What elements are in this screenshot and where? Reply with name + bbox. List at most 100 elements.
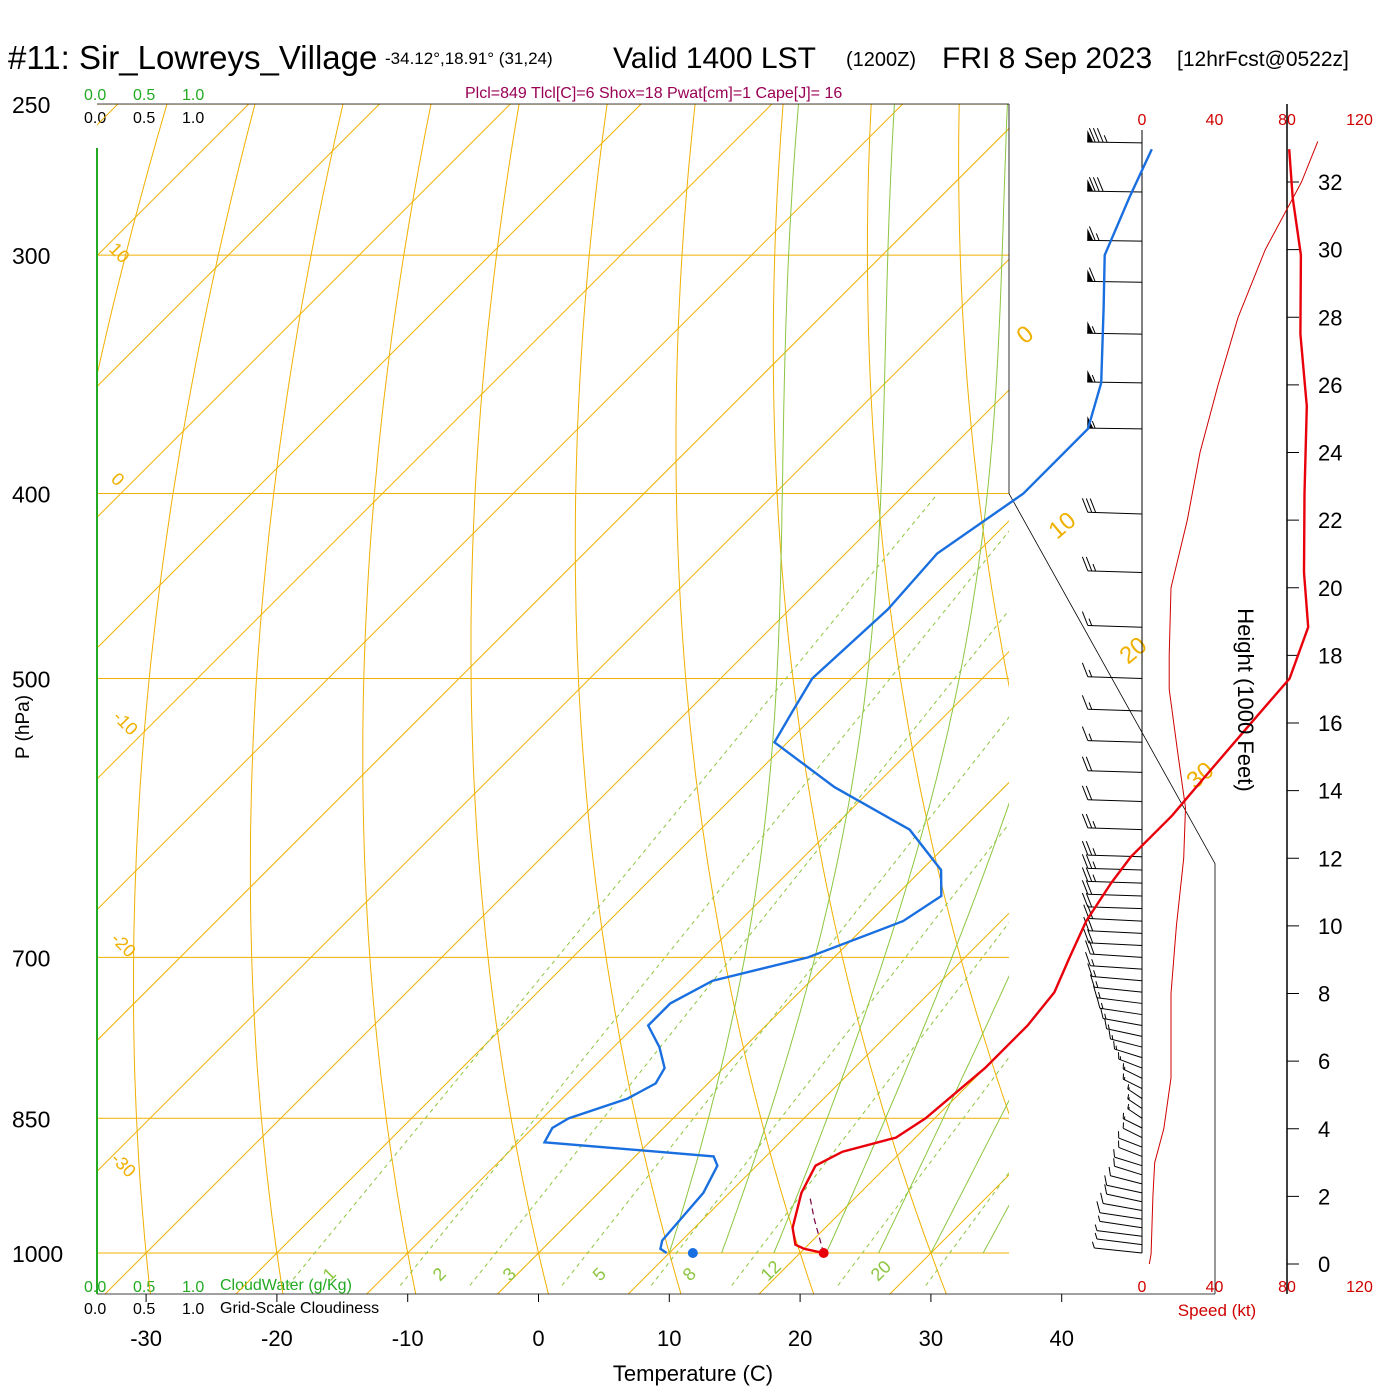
wind-barb-flag — [1083, 916, 1090, 931]
wind-barb-flag — [1081, 726, 1089, 741]
cloud-tick-green-bottom-1: 0.5 — [133, 1279, 155, 1296]
wind-barb-flag — [1096, 128, 1104, 143]
x-tick-label: -30 — [130, 1326, 162, 1351]
isotherm-label: -10 — [109, 707, 142, 740]
wind-barb — [1113, 1041, 1143, 1059]
wind-barb — [1081, 785, 1143, 803]
height-tick-label: 18 — [1318, 643, 1342, 668]
x-tick-label: 20 — [788, 1326, 812, 1351]
wind-barb — [1092, 985, 1143, 1004]
wind-barb-flag — [1092, 177, 1100, 192]
wind-barb — [1108, 1166, 1143, 1185]
valid-date: FRI 8 Sep 2023 — [942, 42, 1152, 75]
speed-tick-bottom: 80 — [1278, 1279, 1296, 1296]
wind-barb-flag — [1127, 1084, 1130, 1090]
wind-barb — [1087, 177, 1143, 193]
mixing-ratio-line — [469, 609, 1009, 1286]
y-tick-label: 400 — [12, 482, 50, 508]
wind-barb-staff — [1087, 280, 1143, 283]
wind-barb-half — [1094, 1224, 1098, 1231]
moist-adiabat — [1036, 70, 1400, 1253]
wind-barb-staff — [1127, 1108, 1143, 1119]
wind-barb — [1113, 1149, 1143, 1167]
wind-barb-staff — [1087, 799, 1143, 803]
wind-barb — [1087, 226, 1143, 242]
wind-barb-staff — [1092, 976, 1143, 982]
isotherm-line — [97, 104, 512, 519]
wind-barb-flag — [1085, 498, 1093, 513]
isotherm-label: 0 — [107, 469, 128, 490]
wind-barb — [1122, 1122, 1143, 1139]
x-tick-label: -20 — [261, 1326, 293, 1351]
dry-adiabat — [1134, 70, 1400, 1332]
wind-barb-half — [1104, 1013, 1107, 1020]
y-tick-label: 250 — [12, 92, 50, 118]
dry-adiabat — [772, 104, 947, 1294]
wind-barb-staff — [1087, 854, 1143, 858]
wind-barb-staff — [1090, 965, 1143, 970]
height-tick-label: 4 — [1318, 1117, 1330, 1142]
wind-barb — [1081, 854, 1143, 871]
cloud-tick-green-bottom-2: 1.0 — [182, 1279, 204, 1296]
wind-barb-half — [1092, 820, 1097, 829]
wind-barb-staff — [1096, 1230, 1143, 1237]
wind-barb-staff — [1106, 1184, 1143, 1194]
wind-barb-staff — [1099, 1212, 1143, 1220]
speed-tick-bottom: 0 — [1138, 1279, 1147, 1296]
wind-barb-half — [1098, 991, 1101, 999]
wind-barb-flag — [1113, 1041, 1115, 1050]
wind-barb — [1100, 1192, 1143, 1211]
wind-barb-half — [1091, 1241, 1095, 1249]
wind-barb-flag — [1088, 177, 1096, 192]
wind-barb-staff — [1087, 867, 1143, 871]
wind-barb-flag — [1088, 127, 1096, 143]
wind-barb-staff — [1094, 1247, 1143, 1254]
wind-barb-flag — [1081, 611, 1089, 626]
wind-barb-half — [1091, 326, 1096, 334]
height-tick-label: 8 — [1318, 982, 1330, 1007]
speed-tick-top: 120 — [1346, 112, 1373, 129]
wind-barb-staff — [1087, 676, 1143, 679]
y-axis-title: P (hPa) — [13, 695, 34, 759]
forecast-label: [12hrFcst@0522z] — [1177, 48, 1349, 71]
wind-barb — [1081, 840, 1143, 858]
wind-barb-flag — [1081, 756, 1089, 771]
height-tick-label: 20 — [1318, 576, 1342, 601]
dewpoint-profile — [542, 148, 1153, 1254]
wind-barb-half — [1093, 970, 1097, 978]
moist-adiabat — [825, 802, 1009, 1254]
wind-barb-flag — [1083, 928, 1090, 944]
wind-barb-flag — [1100, 1007, 1104, 1019]
cloud-tick-black-bottom-1: 0.5 — [133, 1301, 155, 1318]
wind-barb-half — [1091, 420, 1096, 429]
wind-barb-staff — [1114, 1156, 1143, 1167]
wind-barb — [1094, 1224, 1143, 1237]
x-tick-label: 10 — [657, 1326, 681, 1351]
height-tick-label: 26 — [1318, 373, 1342, 398]
station-title: #11: Sir_Lowreys_Village — [8, 39, 377, 76]
y-tick-label: 700 — [12, 945, 50, 971]
wind-barb — [1089, 974, 1143, 993]
mixing-ratio-line — [399, 530, 1009, 1286]
cloudiness-label: Grid-Scale Cloudiness — [220, 1300, 379, 1317]
wind-barb-staff — [1087, 511, 1143, 515]
wind-speed-profile — [1148, 141, 1319, 1265]
y-tick-label: 850 — [12, 1106, 50, 1132]
x-axis-title: Temperature (C) — [613, 1361, 773, 1386]
wind-barb-half — [1091, 374, 1096, 383]
height-tick-label: 28 — [1318, 305, 1342, 330]
wind-barb-flag — [1087, 963, 1093, 977]
isotherm-line — [97, 127, 1009, 1042]
surface-temperature-dot — [818, 1248, 829, 1258]
wind-barb-half — [1095, 981, 1099, 988]
wind-barb-staff — [1087, 906, 1143, 910]
wind-barb — [1081, 556, 1143, 574]
isotherm-line — [97, 258, 1009, 1173]
wind-barb-staff — [1087, 624, 1143, 628]
wind-barb-half — [1103, 135, 1108, 143]
dry-adiabat — [362, 104, 432, 1294]
y-tick-label: 1000 — [12, 1241, 63, 1267]
wind-barb-staff — [1122, 1068, 1143, 1079]
wind-barb-flag — [1104, 1175, 1108, 1186]
